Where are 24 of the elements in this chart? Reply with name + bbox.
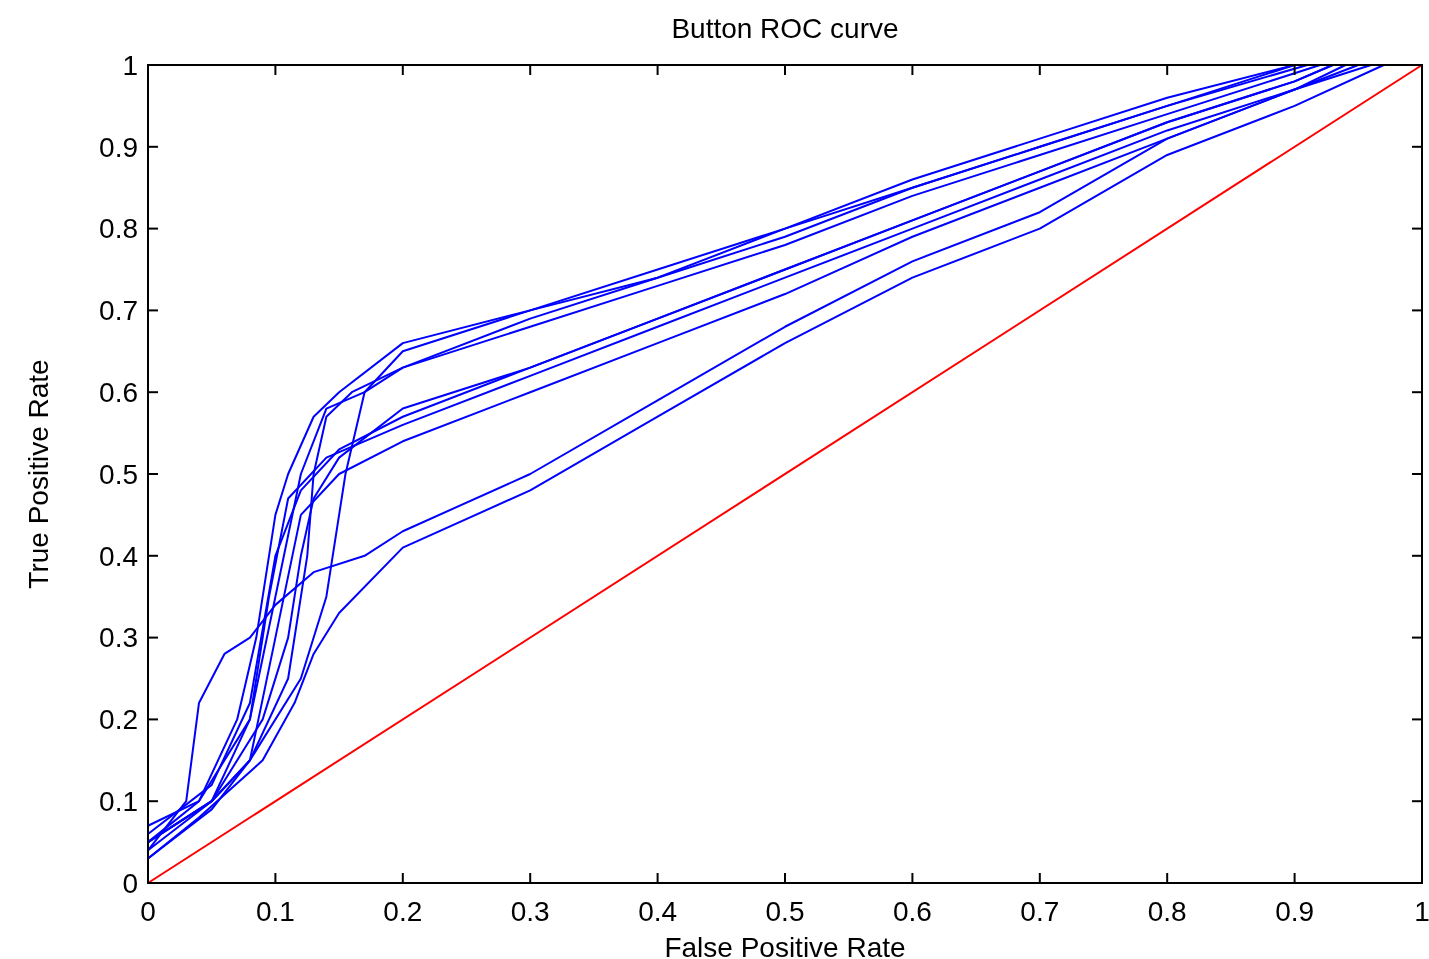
x-tick-label: 0.8 — [1147, 896, 1187, 927]
y-tick-label: 0.9 — [99, 131, 138, 163]
y-tick-label: 0.6 — [99, 377, 138, 408]
y-axis-title: True Positive Rate — [23, 359, 54, 589]
x-tick-label: 0.1 — [255, 896, 295, 927]
x-tick-label: 0.3 — [510, 896, 550, 927]
y-tick-label: 0.3 — [99, 622, 138, 654]
x-tick-label: 0.9 — [1275, 896, 1315, 927]
y-tick-label: 0 — [122, 867, 138, 899]
y-tick-label: 0.4 — [99, 540, 138, 572]
x-tick-label: 0.7 — [1020, 896, 1060, 927]
y-tick-label: 0.1 — [99, 786, 138, 817]
y-tick-label: 0.8 — [99, 213, 138, 245]
y-tick-label: 0.2 — [99, 704, 138, 736]
chart-title: Button ROC curve — [671, 13, 899, 44]
x-axis-title: False Positive Rate — [664, 932, 906, 959]
x-tick-label: 0.5 — [765, 896, 805, 927]
y-tick-label: 0.7 — [99, 295, 138, 327]
x-tick-label: 0.2 — [383, 896, 423, 927]
x-tick-label: 0.6 — [892, 896, 932, 927]
y-tick-label: 0.5 — [99, 458, 138, 490]
x-tick-label: 1 — [1414, 896, 1429, 927]
y-tick-label: 1 — [122, 49, 138, 81]
x-tick-label: 0.4 — [638, 896, 678, 927]
